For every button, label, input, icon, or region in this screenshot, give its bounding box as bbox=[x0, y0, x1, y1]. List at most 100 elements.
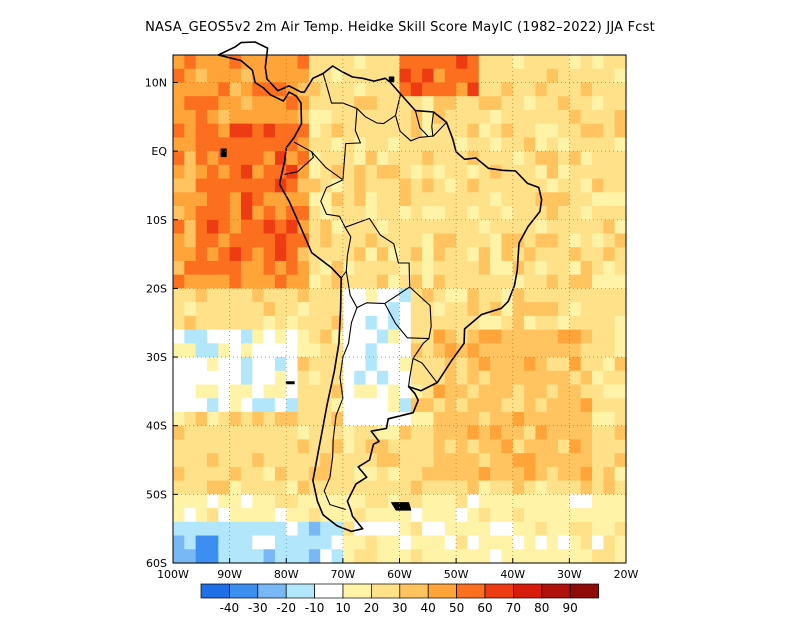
island-outline bbox=[388, 76, 395, 83]
field-cell bbox=[376, 82, 389, 97]
colorbar-swatch bbox=[200, 583, 230, 599]
field-cell bbox=[376, 466, 389, 482]
field-cell bbox=[433, 425, 446, 441]
field-cell bbox=[422, 425, 435, 441]
field-cell bbox=[274, 521, 287, 537]
field-cell bbox=[376, 96, 389, 111]
field-cell bbox=[501, 343, 514, 358]
field-cell bbox=[218, 411, 231, 427]
field-cell bbox=[297, 302, 310, 317]
field-cell bbox=[535, 315, 548, 331]
field-cell bbox=[229, 466, 242, 482]
field-cell bbox=[558, 535, 570, 550]
field-cell bbox=[263, 453, 276, 468]
field-cell bbox=[467, 329, 480, 344]
field-cell bbox=[614, 329, 627, 344]
field-cell bbox=[218, 178, 231, 193]
field-cell bbox=[376, 109, 389, 125]
field-cell bbox=[512, 96, 525, 111]
field-cell bbox=[433, 494, 446, 509]
field-cell bbox=[184, 466, 197, 482]
field-cell bbox=[331, 425, 344, 441]
field-cell bbox=[195, 164, 208, 180]
field-cell bbox=[365, 68, 378, 84]
field-cell bbox=[501, 411, 514, 427]
field-cell bbox=[376, 453, 389, 468]
field-cell bbox=[456, 439, 469, 454]
field-cell bbox=[320, 247, 333, 262]
colorbar-label: -20 bbox=[276, 601, 296, 615]
field-cell bbox=[535, 494, 548, 509]
field-cell bbox=[388, 315, 401, 331]
field-cell bbox=[546, 425, 559, 441]
field-cell bbox=[286, 178, 299, 193]
field-cell bbox=[546, 123, 559, 138]
field-cell bbox=[422, 68, 435, 84]
field-cell bbox=[206, 260, 219, 276]
field-cell bbox=[410, 521, 423, 537]
field-cell bbox=[218, 329, 231, 344]
field-cell bbox=[173, 329, 185, 344]
field-cell bbox=[490, 137, 503, 152]
field-cell bbox=[252, 233, 265, 248]
field-cell bbox=[331, 370, 344, 386]
field-cell bbox=[399, 357, 412, 372]
field-cell bbox=[320, 466, 333, 482]
field-cell bbox=[195, 55, 208, 70]
field-cell bbox=[308, 55, 321, 70]
field-cell bbox=[490, 123, 503, 138]
country-border bbox=[344, 217, 411, 309]
field-cell bbox=[558, 151, 570, 166]
gridlines bbox=[173, 55, 626, 563]
field-cell bbox=[433, 521, 446, 537]
field-cell bbox=[240, 68, 253, 84]
colorbar-swatch bbox=[541, 583, 571, 599]
field-cell bbox=[490, 425, 503, 441]
field-cell bbox=[580, 508, 593, 523]
field-cell bbox=[218, 192, 231, 207]
field-cell bbox=[603, 480, 616, 495]
field-cell bbox=[342, 288, 355, 303]
field-cell bbox=[433, 137, 446, 152]
field-cell bbox=[422, 549, 435, 564]
field-cell bbox=[422, 302, 435, 317]
field-cell bbox=[173, 398, 185, 413]
field-cell bbox=[399, 549, 412, 564]
field-cell bbox=[410, 549, 423, 564]
field-cell bbox=[354, 151, 367, 166]
field-cell bbox=[433, 55, 446, 70]
field-cell bbox=[399, 123, 412, 138]
field-cell bbox=[512, 439, 525, 454]
field-cell bbox=[410, 206, 423, 221]
field-cell bbox=[342, 178, 355, 193]
field-cell bbox=[297, 82, 310, 97]
field-cell bbox=[206, 357, 219, 372]
field-cell bbox=[195, 370, 208, 386]
field-cell bbox=[614, 521, 627, 537]
field-cell bbox=[240, 109, 253, 125]
field-cell bbox=[546, 453, 559, 468]
field-cell bbox=[535, 82, 548, 97]
field-cell bbox=[297, 439, 310, 454]
field-cell bbox=[501, 329, 514, 344]
field-cell bbox=[173, 260, 185, 276]
field-cell bbox=[535, 453, 548, 468]
field-cell bbox=[535, 288, 548, 303]
field-cell bbox=[433, 206, 446, 221]
field-cell bbox=[603, 151, 616, 166]
field-cell bbox=[376, 206, 389, 221]
field-cell bbox=[195, 411, 208, 427]
field-cell bbox=[399, 343, 412, 358]
field-cell bbox=[388, 164, 401, 180]
field-cell bbox=[569, 535, 582, 550]
field-cell bbox=[422, 151, 435, 166]
field-cell bbox=[263, 315, 276, 331]
field-cell bbox=[331, 288, 344, 303]
field-cell bbox=[535, 398, 548, 413]
field-cell bbox=[286, 260, 299, 276]
field-cell bbox=[286, 329, 299, 344]
field-cell bbox=[297, 357, 310, 372]
field-cell bbox=[354, 384, 367, 399]
field-cell bbox=[286, 302, 299, 317]
field-cell bbox=[535, 535, 548, 550]
